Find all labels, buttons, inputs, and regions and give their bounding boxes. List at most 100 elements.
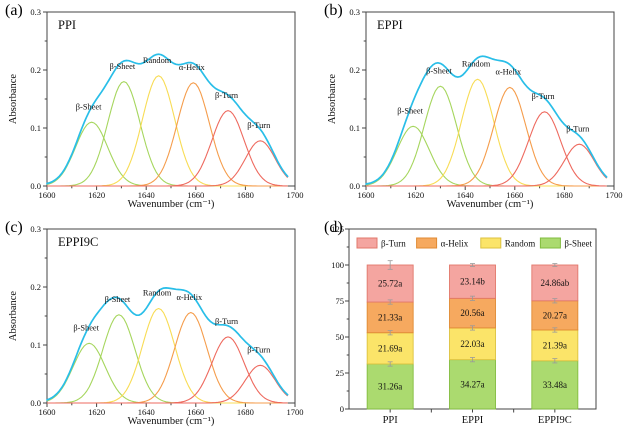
x-tick-label: 1660 bbox=[506, 190, 523, 200]
panel-c: (c) 1600 1620 1640 1660 1680 1700 0.0 0.1 0.2 0.3… bbox=[0, 217, 319, 434]
legend-label: β-Sheet bbox=[564, 239, 592, 249]
x-tick-label: 1620 bbox=[88, 407, 105, 417]
peak-curve-β-Sheet bbox=[366, 85, 607, 187]
bar-segment-β-Turn bbox=[531, 264, 579, 302]
bar-segment-β-Turn bbox=[449, 264, 496, 299]
legend-swatch-β-Turn bbox=[356, 237, 378, 249]
value-label: 25.72a bbox=[378, 279, 402, 289]
y-tick-label: 0.3 bbox=[349, 7, 360, 17]
peak-label: Random bbox=[143, 289, 172, 298]
value-label: 21.69a bbox=[378, 343, 402, 353]
category-label: EPPI bbox=[462, 415, 484, 426]
x-axis-title: Wavenumber (cm⁻¹) bbox=[128, 416, 215, 427]
x-tick-label: 1680 bbox=[556, 190, 573, 200]
y-tick-label: 75 bbox=[336, 296, 345, 306]
y-tick-label: 0.0 bbox=[30, 398, 41, 408]
peak-curve-β-Turn bbox=[366, 143, 607, 187]
panel-b-tag: (b) bbox=[324, 2, 343, 19]
category-label: EPPI9C bbox=[538, 415, 572, 426]
peak-label: β-Sheet bbox=[426, 66, 452, 75]
peak-label: β-Turn bbox=[215, 91, 239, 100]
bar-segment-α-Helix bbox=[449, 297, 496, 329]
value-label: 24.86ab bbox=[540, 278, 569, 288]
x-tick-label: 1620 bbox=[407, 190, 424, 200]
bar-segment-Random bbox=[531, 329, 579, 362]
peak-curve-β-Turn bbox=[47, 140, 289, 187]
x-tick-label: 1620 bbox=[88, 190, 105, 200]
peak-label: β-Sheet bbox=[110, 62, 136, 71]
peak-label: β-Sheet bbox=[76, 102, 102, 111]
value-label: 34.27a bbox=[460, 379, 484, 389]
bar-segment-β-Sheet bbox=[366, 363, 414, 410]
axes-box bbox=[365, 11, 615, 187]
bar-segment-β-Sheet bbox=[449, 359, 496, 410]
peak-label: β-Sheet bbox=[73, 324, 99, 333]
y-tick-label: 0.3 bbox=[30, 7, 41, 17]
peak-curve-β-Sheet bbox=[47, 81, 288, 187]
legend-label: Random bbox=[505, 239, 536, 249]
value-label: 21.39a bbox=[543, 340, 567, 350]
y-tick-label: 50 bbox=[336, 332, 345, 342]
y-axis-title: Absorbance bbox=[327, 74, 338, 124]
panel-d-tag: (d) bbox=[324, 219, 343, 236]
peak-curve-β-Sheet bbox=[46, 121, 288, 187]
peak-label: β-Turn bbox=[215, 317, 239, 326]
peak-label: α-Helix bbox=[176, 293, 203, 302]
envelope-curve bbox=[365, 55, 608, 185]
x-tick-label: 1600 bbox=[39, 407, 56, 417]
axes-box bbox=[46, 11, 296, 187]
x-tick-label: 1600 bbox=[358, 190, 375, 200]
y-tick-label: 0.1 bbox=[349, 123, 360, 133]
peak-curve-α-Helix bbox=[366, 86, 607, 187]
x-axis-title: Wavenumber (cm⁻¹) bbox=[128, 199, 215, 210]
peak-label: Random bbox=[462, 60, 491, 69]
x-tick-label: 1640 bbox=[138, 190, 155, 200]
stacked-bar-chart: 0 25 50 75 100 125 PPI EPPI EPPI9C 31.26a 21.69a 21… bbox=[331, 224, 597, 426]
panel-title: EPPI9C bbox=[58, 235, 98, 249]
y-tick-label: 0.3 bbox=[30, 224, 41, 234]
value-label: 21.33a bbox=[378, 312, 402, 322]
peak-curve-β-Turn bbox=[47, 364, 288, 404]
panel-b: (b) 1600 1620 1640 1660 1680 1700 0.0 0.1 0.2 0.3… bbox=[319, 0, 638, 217]
y-tick-label: 0.0 bbox=[349, 181, 360, 191]
bar-segment-α-Helix bbox=[531, 300, 579, 331]
peak-curve-α-Helix bbox=[47, 82, 288, 187]
peak-label: β-Turn bbox=[566, 124, 590, 133]
spectrum-plot-eppi: 1600 1620 1640 1660 1680 1700 0.0 0.1 0.2 0.3 Wave… bbox=[327, 7, 623, 210]
panel-title: PPI bbox=[58, 18, 76, 32]
value-label: 31.26a bbox=[378, 381, 402, 391]
y-tick-label: 125 bbox=[331, 224, 344, 234]
value-label: 23.14b bbox=[460, 277, 485, 287]
envelope-curve bbox=[46, 287, 289, 401]
y-tick-label: 0.1 bbox=[30, 340, 41, 350]
legend-label: β-Turn bbox=[381, 239, 406, 249]
legend-label: α-Helix bbox=[441, 239, 469, 249]
panel-a: (a) 1600 1620 1640 1660 1680 1700 0.0 0.1 0.2 0.3… bbox=[0, 0, 319, 217]
value-label: 33.48a bbox=[543, 380, 567, 390]
peak-label: β-Turn bbox=[247, 346, 271, 355]
panel-title: EPPI bbox=[377, 18, 403, 32]
x-tick-label: 1640 bbox=[138, 407, 155, 417]
value-label: 22.03a bbox=[460, 339, 484, 349]
y-tick-label: 0.2 bbox=[30, 65, 41, 75]
peak-label: Random bbox=[143, 56, 172, 65]
legend-swatch-Random bbox=[480, 237, 502, 249]
panel-d: (d) 0 25 50 75 100 125 PPI EPPI EPPI9C 31.26a 21.6… bbox=[319, 217, 638, 434]
y-tick-label: 25 bbox=[336, 368, 345, 378]
envelope-curve bbox=[46, 53, 289, 185]
x-tick-label: 1640 bbox=[457, 190, 474, 200]
peak-label: β-Sheet bbox=[397, 107, 423, 116]
axes-box bbox=[46, 228, 296, 404]
x-tick-label: 1660 bbox=[187, 190, 204, 200]
category-label: PPI bbox=[383, 415, 399, 426]
peak-curve-β-Turn bbox=[366, 111, 607, 187]
peak-label: β-Turn bbox=[247, 121, 271, 130]
peak-label: β-Turn bbox=[532, 92, 556, 101]
y-tick-label: 0.0 bbox=[30, 181, 41, 191]
legend-swatch-β-Sheet bbox=[539, 237, 561, 249]
panel-a-tag: (a) bbox=[5, 2, 23, 19]
bar-segment-α-Helix bbox=[366, 301, 414, 334]
peak-curve-β-Sheet bbox=[365, 125, 607, 187]
x-tick-label: 1700 bbox=[287, 190, 304, 200]
